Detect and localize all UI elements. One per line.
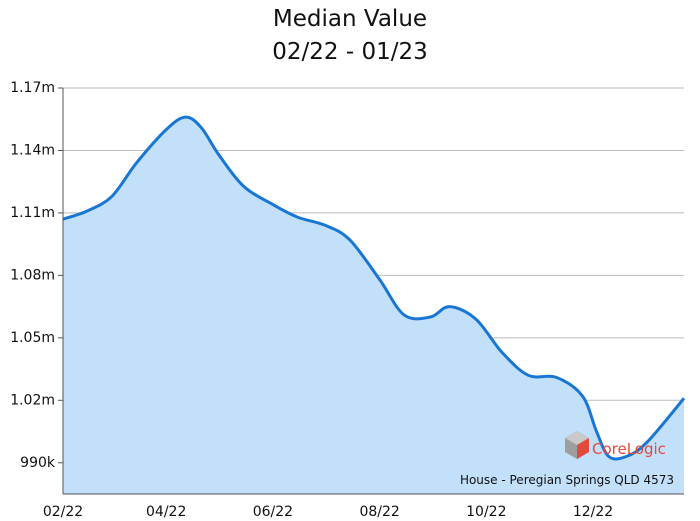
x-tick-label: 04/22 [146,504,186,520]
y-tick-label: 1.08m [10,267,55,283]
y-tick-label: 1.11m [10,205,55,221]
area-fill [63,117,684,494]
y-tick-label: 990k [20,455,56,471]
chart-caption: House - Peregian Springs QLD 4573 [460,473,674,487]
corelogic-logo: CoreLogic [565,431,666,459]
x-tick-label: 06/22 [253,504,293,520]
y-tick-label: 1.14m [10,142,55,158]
chart-title: Median Value [273,6,427,32]
y-tick-label: 1.05m [10,330,55,346]
y-axis-ticks: 990k 1.02m 1.05m 1.08m 1.11m 1.14m 1.17m [10,80,63,471]
x-tick-label: 08/22 [359,504,399,520]
x-tick-label: 02/22 [43,504,83,520]
y-tick-label: 1.02m [10,392,55,408]
chart-subtitle: 02/22 - 01/23 [272,39,428,65]
x-tick-label: 10/22 [466,504,506,520]
y-tick-label: 1.17m [10,80,55,96]
x-axis-ticks: 02/22 04/22 06/22 08/22 10/22 12/22 [43,504,613,520]
series-line [62,115,686,461]
axes [62,88,684,495]
corelogic-logo-text: CoreLogic [592,440,666,458]
x-tick-label: 12/22 [573,504,613,520]
